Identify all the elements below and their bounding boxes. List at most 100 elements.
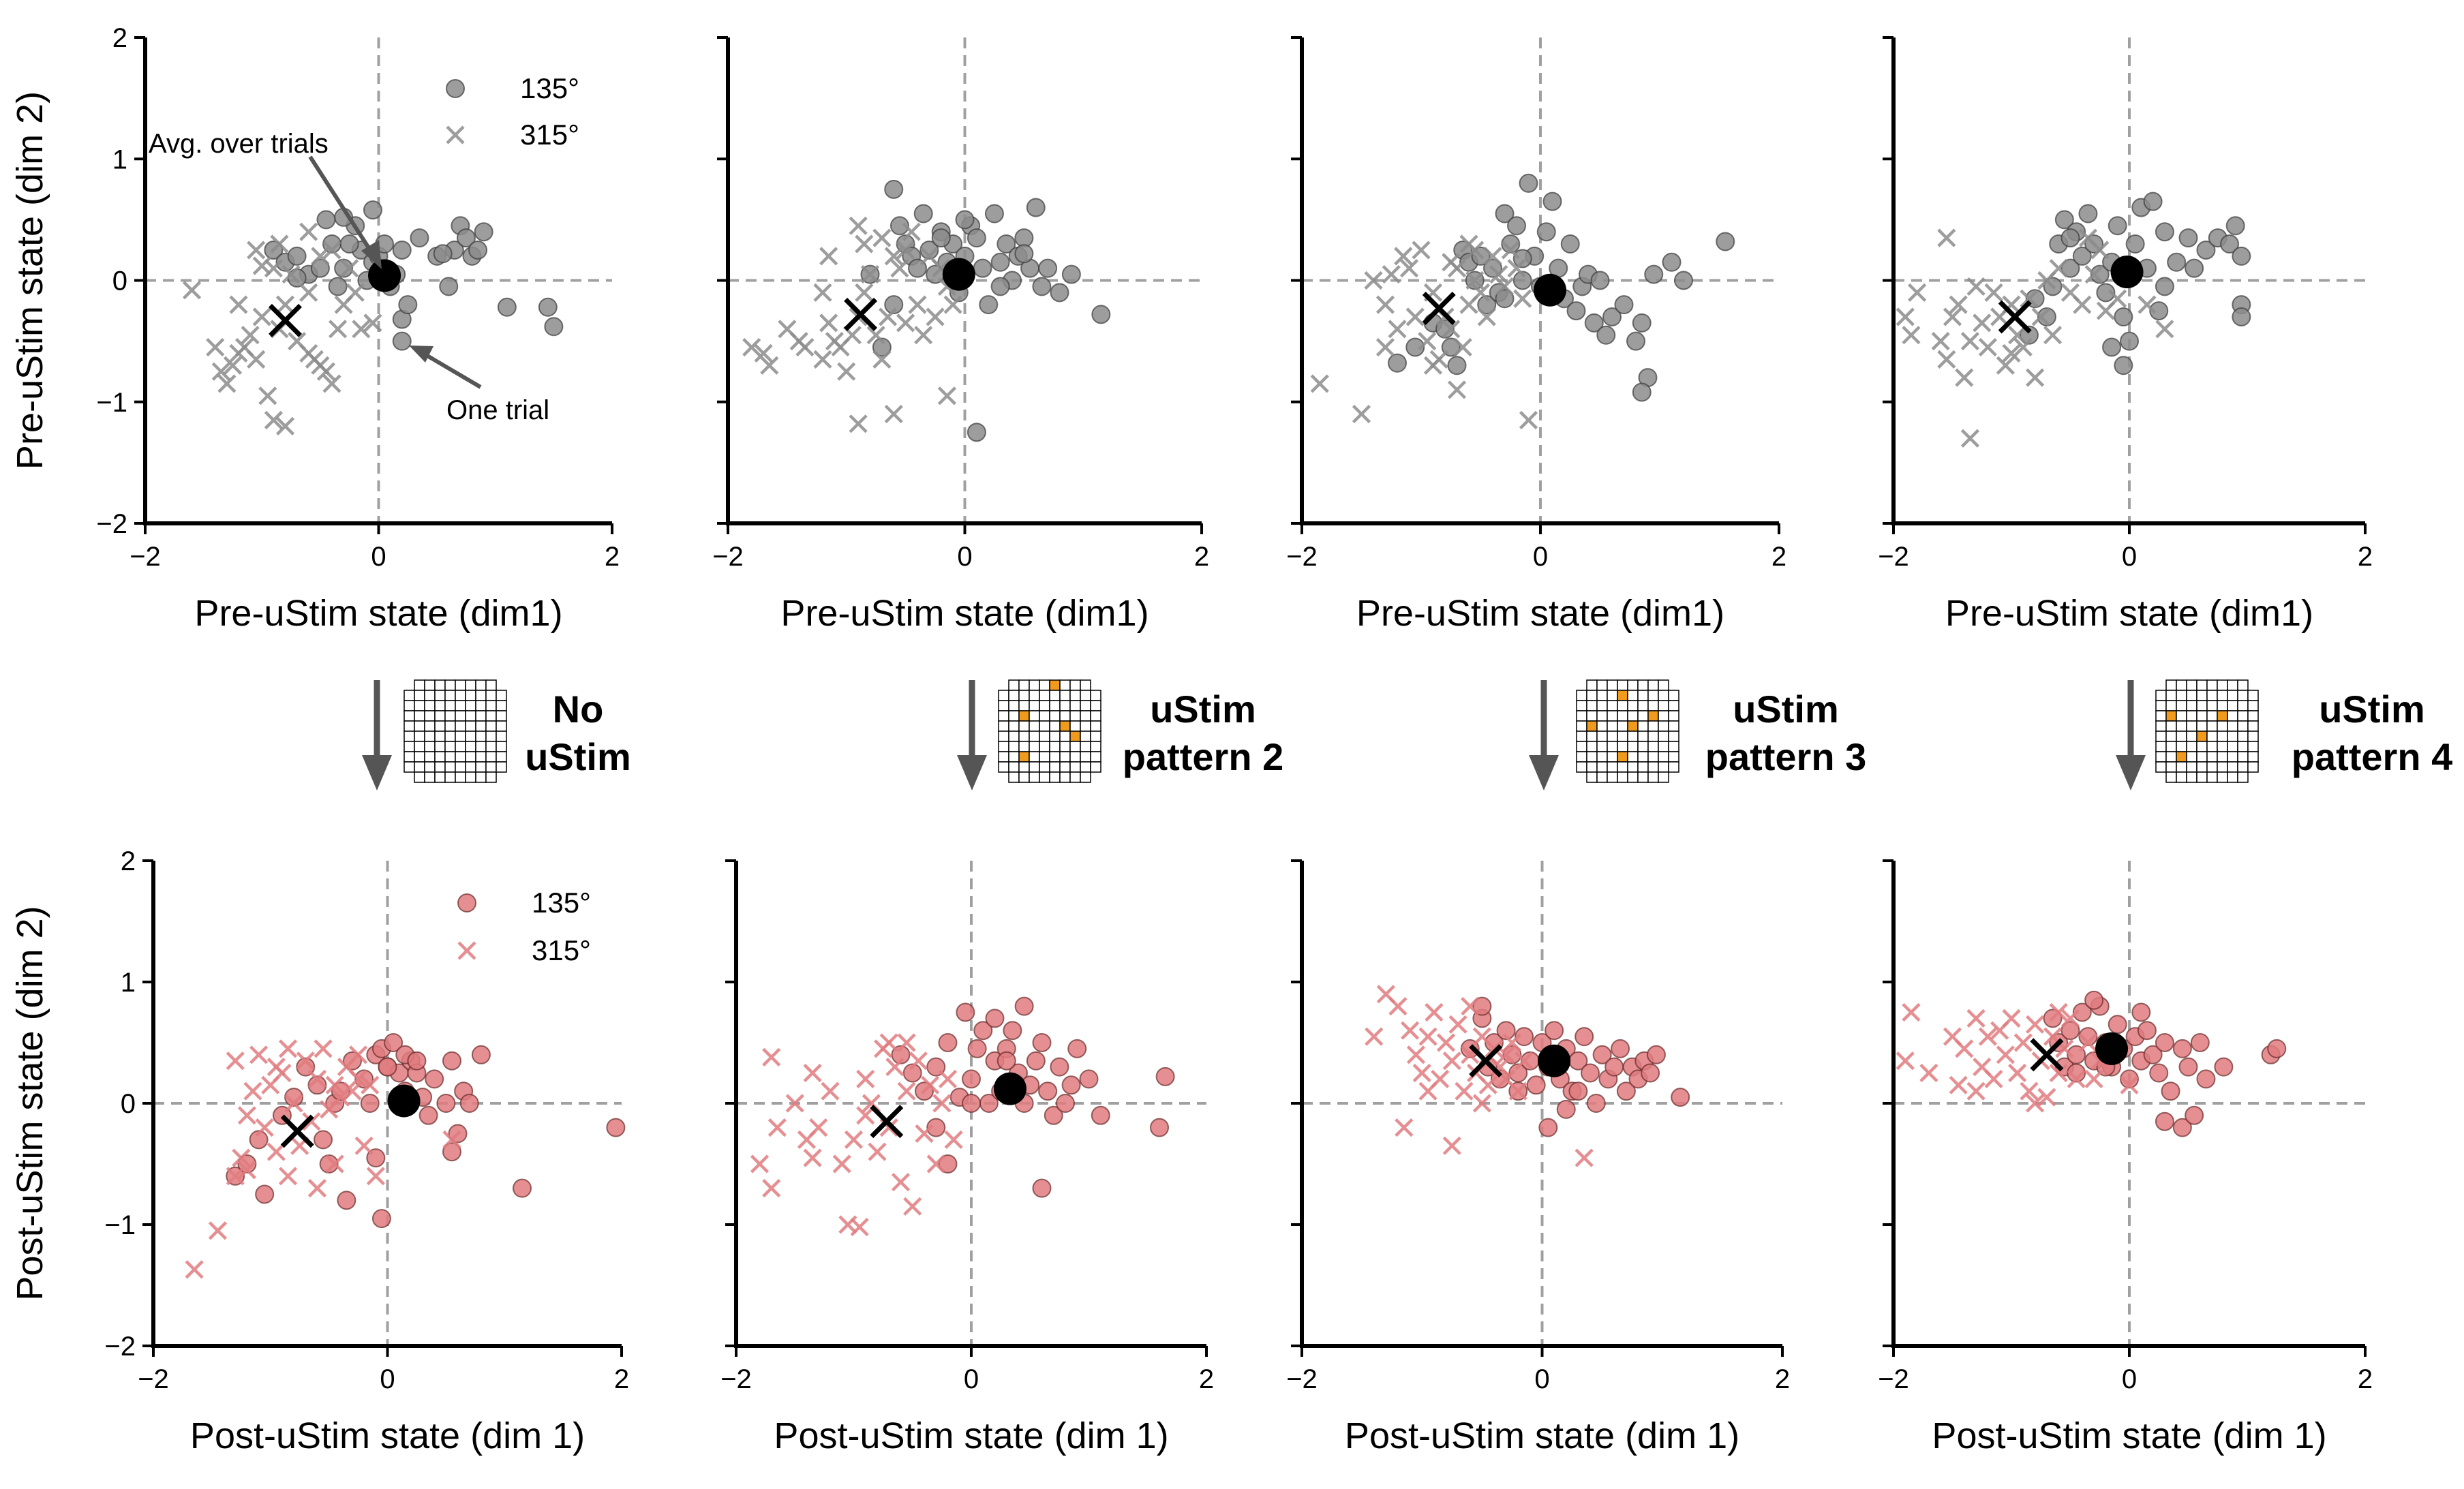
point-135 <box>1050 283 1069 303</box>
electrode <box>1586 700 1598 711</box>
point-135 <box>1662 252 1682 272</box>
point-135 <box>2078 204 2098 224</box>
point-135 <box>1581 1063 1600 1083</box>
point-315 <box>2060 1009 2080 1028</box>
point-315 <box>2020 289 2039 308</box>
point-135 <box>1671 1088 1690 1107</box>
electrode <box>1039 710 1050 722</box>
electrode <box>1039 751 1050 763</box>
point-135 <box>1026 1051 1046 1071</box>
mean-315-marker <box>269 303 302 337</box>
electrode <box>1008 720 1020 732</box>
point-315 <box>1896 307 1915 326</box>
point-135 <box>1091 1105 1110 1125</box>
point-135 <box>249 1130 269 1150</box>
point-135 <box>1542 191 1562 211</box>
electrode <box>496 690 507 701</box>
point-315 <box>217 374 237 393</box>
electrode <box>496 751 507 763</box>
point-315 <box>1931 332 1950 351</box>
electrode <box>2227 731 2238 742</box>
electrode <box>2206 751 2218 763</box>
electrode <box>1080 700 1091 711</box>
electrode <box>1576 690 1587 701</box>
x-tick-label: −2 <box>1286 542 1318 572</box>
electrode <box>455 771 466 783</box>
point-135 <box>2037 307 2056 326</box>
point-135 <box>407 1051 427 1071</box>
electrode <box>444 720 456 732</box>
point-315 <box>1472 1094 1491 1113</box>
electrode <box>414 751 425 763</box>
point-315 <box>819 313 838 333</box>
electrode <box>2186 761 2197 773</box>
point-135 <box>967 423 986 442</box>
y-tick-label: 2 <box>112 23 127 53</box>
point-135 <box>2232 307 2251 326</box>
electrode-active <box>1627 720 1639 732</box>
electrode <box>1029 700 1040 711</box>
point-315 <box>343 1081 362 1101</box>
point-315 <box>803 1148 822 1167</box>
point-315 <box>247 241 266 260</box>
point-315 <box>299 222 318 241</box>
point-315 <box>1902 1002 1921 1022</box>
electrode <box>496 710 507 722</box>
point-135 <box>1604 1057 1624 1077</box>
electrode <box>455 741 466 752</box>
point-315 <box>237 1106 256 1125</box>
point-315 <box>785 1094 804 1113</box>
point-135 <box>1496 1021 1516 1041</box>
point-135 <box>2120 331 2139 351</box>
electrode <box>2155 741 2167 752</box>
electrode <box>1029 751 1040 763</box>
point-315 <box>1960 332 1980 351</box>
electrode <box>1029 720 1040 732</box>
point-315 <box>915 1124 934 1143</box>
electrode <box>404 690 415 701</box>
point-315 <box>1461 997 1480 1016</box>
point-315 <box>1412 241 1431 260</box>
point-315 <box>363 313 382 333</box>
electrode <box>1069 761 1081 773</box>
electrode <box>998 751 1009 763</box>
electrode <box>1637 690 1649 701</box>
electrode <box>496 700 507 711</box>
point-315 <box>943 295 962 314</box>
point-135 <box>339 234 359 254</box>
electrode <box>1018 690 1030 701</box>
point-315 <box>348 1069 368 1088</box>
point-135 <box>1674 271 1693 290</box>
electrode <box>1039 731 1050 742</box>
electrode-active <box>2176 751 2187 763</box>
point-315 <box>247 350 266 369</box>
point-315 <box>311 247 330 266</box>
electrode <box>1607 720 1618 732</box>
point-315 <box>1465 271 1485 290</box>
electrode <box>998 761 1009 773</box>
point-315 <box>361 1075 380 1094</box>
point-135 <box>2149 301 2169 321</box>
point-135 <box>1495 204 1515 224</box>
electrode <box>2155 751 2167 763</box>
electrode <box>455 731 466 742</box>
electrode <box>1049 710 1061 722</box>
electrode <box>2176 679 2187 691</box>
electrode <box>2217 679 2228 691</box>
electrode <box>1059 741 1071 752</box>
point-315 <box>255 1118 274 1137</box>
scatter-panel-8: −2 0 2 Post-uStim state (dim 1) <box>1878 859 2373 1456</box>
electrode <box>1617 720 1628 732</box>
electrode <box>1658 771 1669 783</box>
point-135 <box>384 1033 404 1052</box>
point-315 <box>890 259 909 278</box>
electrode <box>2155 710 2167 722</box>
electrode <box>1658 679 1669 691</box>
electrode <box>2165 751 2177 763</box>
point-135 <box>973 1021 993 1041</box>
point-315 <box>267 1058 286 1077</box>
electrode <box>1069 751 1081 763</box>
electrode-active <box>1617 690 1628 701</box>
electrode <box>1647 700 1659 711</box>
